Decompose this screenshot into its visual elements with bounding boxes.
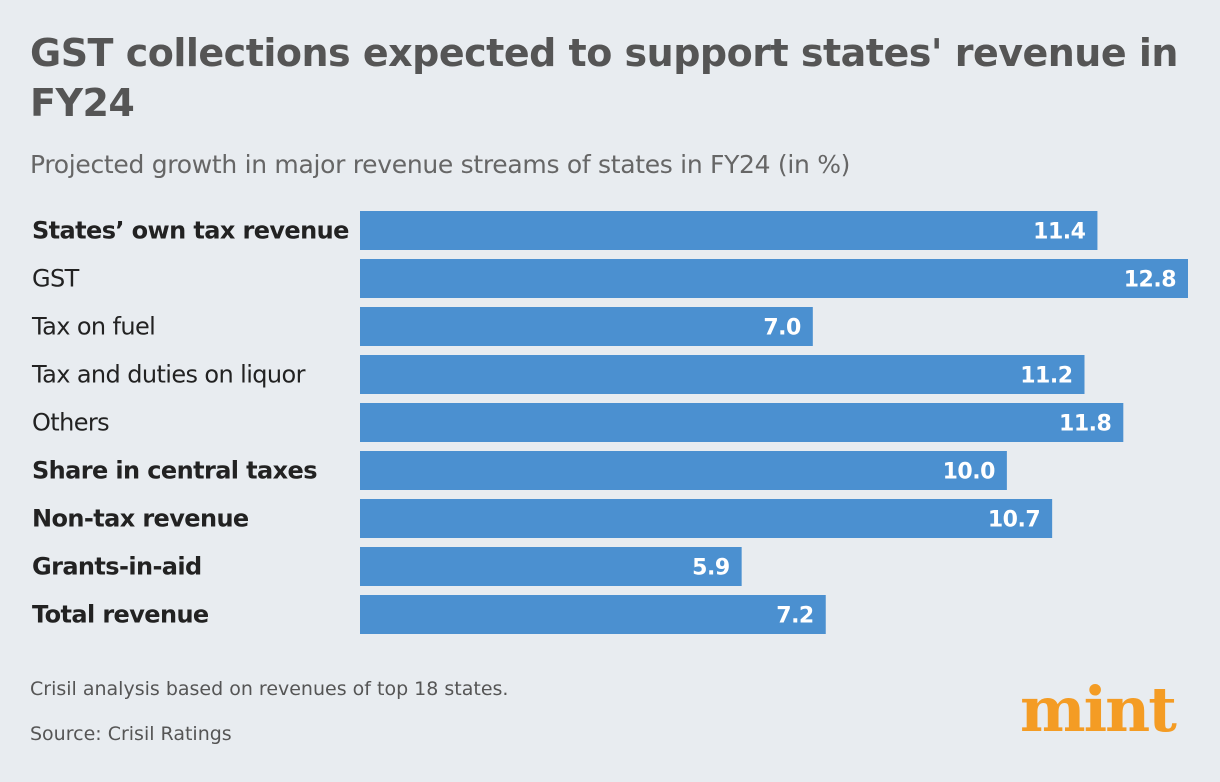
category-label: States’ own tax revenue (32, 217, 349, 245)
category-label: GST (32, 265, 80, 293)
category-label: Tax and duties on liquor (31, 361, 306, 389)
data-label: 11.2 (1020, 364, 1072, 389)
category-label: Share in central taxes (32, 457, 317, 485)
bar (360, 211, 1098, 250)
bar (360, 307, 813, 346)
bar (360, 259, 1188, 298)
data-label: 10.0 (943, 460, 995, 485)
category-label: Others (32, 409, 109, 437)
category-label: Total revenue (32, 601, 209, 629)
category-label: Non-tax revenue (32, 505, 249, 533)
chart-note: Crisil analysis based on revenues of top… (30, 678, 509, 700)
bar (360, 451, 1007, 490)
data-label: 11.4 (1033, 220, 1085, 245)
chart-subtitle: Projected growth in major revenue stream… (30, 150, 851, 179)
data-label: 11.8 (1059, 412, 1111, 437)
mint-logo: mint (1020, 673, 1177, 746)
bar (360, 595, 826, 634)
bar (360, 403, 1124, 442)
data-label: 10.7 (988, 508, 1040, 533)
data-label: 12.8 (1124, 268, 1176, 293)
chart-title: GST collections expected to support stat… (30, 31, 1178, 125)
data-label: 7.0 (763, 316, 801, 341)
data-label: 5.9 (692, 556, 729, 581)
data-label: 7.2 (776, 604, 813, 629)
bar (360, 355, 1085, 394)
category-label: Tax on fuel (31, 313, 155, 341)
bar (360, 547, 742, 586)
category-label: Grants-in-aid (32, 553, 202, 581)
bar (360, 499, 1053, 538)
chart-source: Source: Crisil Ratings (30, 723, 232, 745)
